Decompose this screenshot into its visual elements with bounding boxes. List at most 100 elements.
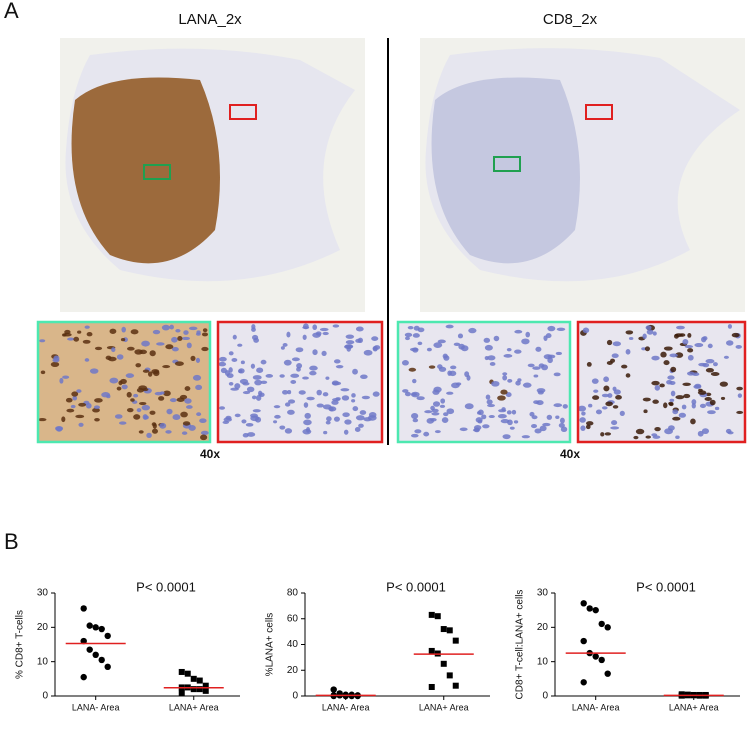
cell bbox=[585, 424, 591, 430]
cell bbox=[134, 349, 143, 355]
cell bbox=[404, 391, 411, 397]
cell bbox=[302, 334, 307, 340]
cell bbox=[619, 410, 625, 417]
cell bbox=[237, 343, 243, 347]
point bbox=[190, 675, 197, 682]
cell bbox=[727, 324, 733, 329]
cell bbox=[682, 382, 691, 386]
point bbox=[592, 606, 599, 614]
cell bbox=[535, 346, 542, 352]
cell bbox=[188, 326, 198, 331]
cell bbox=[351, 399, 356, 403]
cell bbox=[142, 414, 148, 420]
cell bbox=[152, 329, 161, 335]
cell bbox=[94, 398, 103, 403]
cell bbox=[304, 412, 311, 419]
cell bbox=[357, 337, 363, 344]
cell bbox=[352, 406, 359, 412]
cell bbox=[543, 354, 553, 360]
cell bbox=[560, 426, 568, 433]
cell bbox=[141, 340, 150, 347]
cell bbox=[333, 416, 340, 422]
cell bbox=[603, 385, 610, 392]
cell bbox=[250, 363, 256, 369]
cell bbox=[506, 410, 512, 415]
cell bbox=[130, 329, 139, 335]
cell bbox=[151, 422, 157, 427]
point bbox=[330, 686, 337, 693]
point bbox=[580, 637, 587, 645]
cell bbox=[511, 409, 517, 415]
cell bbox=[288, 399, 296, 404]
cell bbox=[580, 425, 586, 431]
cell bbox=[368, 412, 377, 418]
cell bbox=[172, 414, 181, 421]
cell bbox=[274, 414, 281, 419]
cell bbox=[581, 411, 586, 416]
inset-box bbox=[585, 104, 613, 120]
cell bbox=[611, 420, 618, 426]
cell bbox=[529, 411, 535, 417]
cell bbox=[265, 374, 274, 378]
cell bbox=[135, 363, 142, 368]
cell bbox=[460, 345, 469, 352]
cell bbox=[488, 414, 495, 419]
cell bbox=[431, 408, 439, 413]
cell bbox=[177, 336, 183, 342]
cell bbox=[354, 427, 361, 432]
cell bbox=[355, 415, 365, 421]
inset-frame bbox=[396, 320, 572, 444]
y-tick-label: 40 bbox=[287, 639, 299, 650]
cell bbox=[426, 347, 432, 352]
cell bbox=[697, 430, 704, 437]
cell bbox=[126, 391, 132, 398]
point bbox=[86, 646, 93, 653]
point bbox=[580, 600, 587, 607]
inset-frame bbox=[576, 320, 747, 444]
cell bbox=[185, 405, 193, 409]
point bbox=[604, 624, 611, 631]
cell bbox=[94, 346, 103, 351]
cell bbox=[84, 358, 90, 362]
cell bbox=[286, 331, 291, 338]
cell bbox=[373, 345, 381, 350]
y-tick-label: 80 bbox=[287, 588, 299, 599]
point bbox=[178, 668, 185, 675]
cell bbox=[284, 428, 293, 434]
cell bbox=[175, 328, 181, 333]
cell bbox=[363, 349, 373, 356]
cell bbox=[325, 420, 331, 425]
cell bbox=[50, 361, 60, 367]
point bbox=[196, 677, 203, 684]
cell bbox=[296, 363, 303, 369]
point bbox=[184, 670, 191, 677]
x-tick-label: LANA- Area bbox=[572, 702, 620, 712]
x-tick-label: LANA+ Area bbox=[169, 702, 219, 712]
cell bbox=[673, 333, 679, 339]
cell bbox=[75, 414, 85, 419]
cell bbox=[464, 403, 474, 410]
cell bbox=[312, 332, 321, 338]
cell bbox=[687, 354, 694, 361]
cell bbox=[664, 428, 673, 435]
cell bbox=[361, 395, 370, 400]
cell bbox=[64, 329, 71, 335]
cell bbox=[736, 410, 744, 415]
cell bbox=[186, 342, 192, 349]
cell bbox=[503, 354, 513, 358]
cell bbox=[553, 403, 563, 408]
cell bbox=[279, 425, 286, 430]
cell bbox=[284, 402, 291, 407]
cell bbox=[255, 395, 262, 401]
cell bbox=[412, 333, 420, 338]
cell bbox=[371, 336, 379, 341]
point bbox=[92, 624, 99, 631]
image-title: CD8_2x bbox=[543, 11, 598, 28]
point bbox=[80, 637, 87, 645]
cell bbox=[65, 397, 73, 403]
cell bbox=[188, 424, 196, 431]
cell bbox=[654, 384, 661, 391]
x-tick-label: LANA- Area bbox=[322, 702, 370, 712]
cell bbox=[670, 366, 677, 373]
cell bbox=[611, 353, 619, 358]
